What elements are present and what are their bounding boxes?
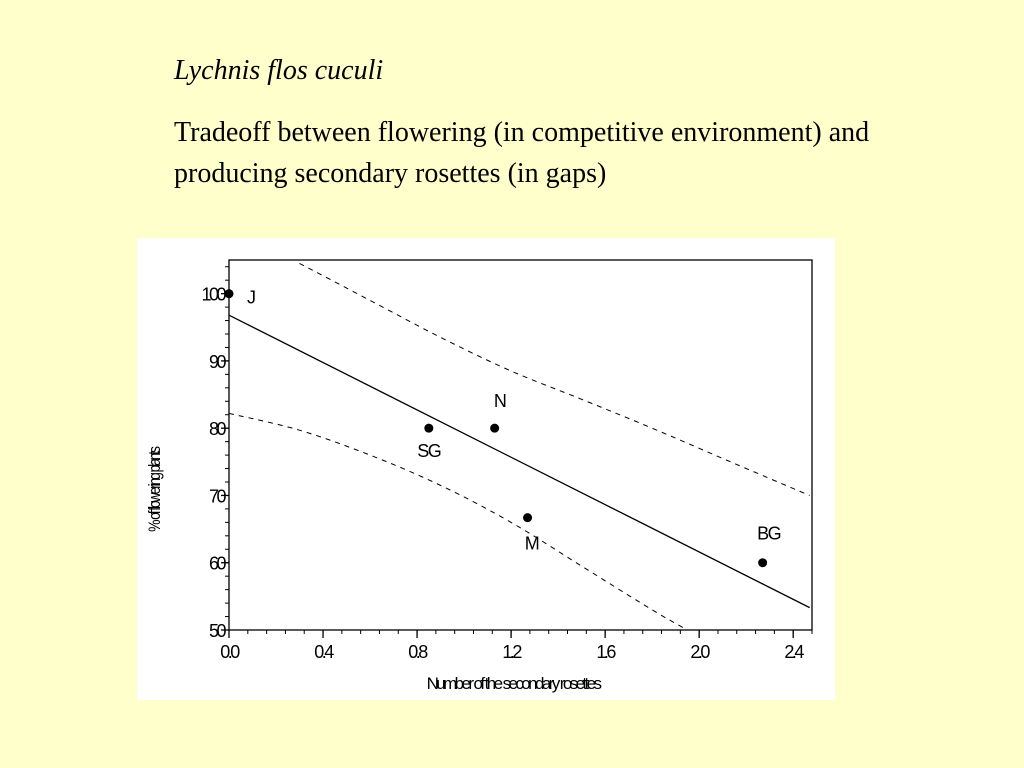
data-point <box>224 289 234 299</box>
data-point-label: N <box>494 391 506 411</box>
tick-labels: 0.0 0.4 0.8 1.2 1.6 2.0 2.4 50 60 70 80 90 100 <box>201 285 806 662</box>
y-tick-label: 70 <box>209 486 227 506</box>
data-point-label: BG <box>757 524 781 544</box>
data-points: J SG N M BG <box>224 288 782 568</box>
data-point <box>424 423 434 433</box>
chart-panel: 0.0 0.4 0.8 1.2 1.6 2.0 2.4 50 60 70 80 90 100 J SG N M… <box>137 238 835 700</box>
scatter-chart: 0.0 0.4 0.8 1.2 1.6 2.0 2.4 50 60 70 80 90 100 J SG N M… <box>146 259 813 693</box>
x-axis-title: Number of the secondary rosettes <box>427 674 602 693</box>
x-tick-label: 1.6 <box>596 642 616 662</box>
x-tick-label: 1.2 <box>502 642 522 662</box>
y-axis-title: % of flowering plants <box>146 446 165 532</box>
y-tick-label: 100 <box>201 285 226 305</box>
data-point-label: J <box>247 288 255 308</box>
x-tick-label: 0.0 <box>220 642 240 662</box>
x-tick-label: 0.4 <box>314 642 334 662</box>
data-point-label: SG <box>417 441 441 461</box>
plot-frame <box>228 259 813 631</box>
y-tick-label: 80 <box>209 419 227 439</box>
x-tick-label: 2.4 <box>784 642 804 662</box>
slide-description: Tradeoff between flowering (in competiti… <box>174 117 870 189</box>
major-ticks <box>221 292 794 638</box>
upper-confidence-band <box>299 262 810 496</box>
y-tick-label: 60 <box>209 554 227 574</box>
slide-title: Lychnis flos cuculi <box>174 55 384 86</box>
x-tick-label: 2.0 <box>690 642 710 662</box>
curves <box>229 262 810 630</box>
data-point <box>523 513 533 523</box>
y-tick-label: 50 <box>209 621 227 641</box>
data-point <box>758 558 768 568</box>
lower-confidence-band <box>229 412 688 630</box>
y-tick-label: 90 <box>209 352 227 372</box>
x-tick-label: 0.8 <box>408 642 428 662</box>
regression-line <box>229 314 810 609</box>
minor-ticks <box>225 266 813 634</box>
data-point <box>490 423 500 433</box>
data-point-label: M <box>525 534 539 554</box>
